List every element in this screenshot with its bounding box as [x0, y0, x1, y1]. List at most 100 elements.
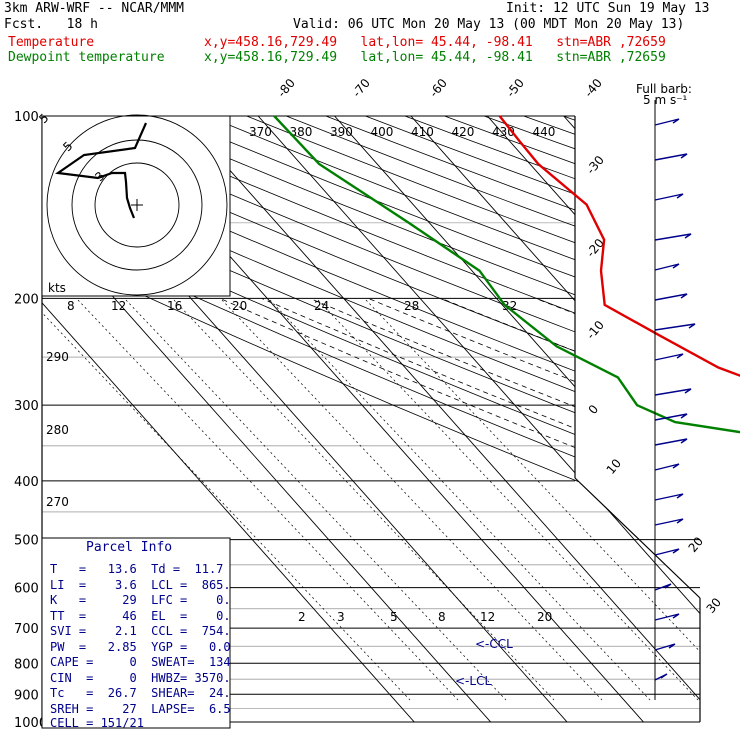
- mixing-ratio-line: [269, 299, 651, 701]
- parcel-row: PW = 2.85 YGP = 0.0: [50, 640, 231, 654]
- right-axis-diagonal: [574, 477, 701, 599]
- temperature-location: x,y=458.16,729.49 lat,lon= 45.44, -98.41…: [204, 35, 666, 50]
- parcel-row: SREH = 27 LAPSE= 6.5: [50, 702, 231, 716]
- dry-adiabat: [602, 116, 700, 722]
- pressure-label: 800: [14, 657, 39, 672]
- mixing-ratio-label: 5: [390, 610, 398, 624]
- dry-adiabat: [206, 116, 700, 722]
- mixing-ratio-label: 24: [314, 299, 329, 313]
- dry-adiabat: [42, 116, 700, 722]
- mixing-ratio-label: 12: [111, 299, 126, 313]
- pressure-label: 200: [14, 292, 39, 307]
- parcel-row: CIN = 0 HWBZ= 3570.: [50, 671, 231, 685]
- barb-legend: 5 m s⁻¹: [643, 93, 688, 107]
- wind-barb: [654, 263, 680, 271]
- wind-barb: [654, 548, 680, 556]
- wind-barb: [654, 673, 668, 681]
- parcel-info-panel: Parcel Info T = 13.6 Td = 11.7 LI = 3.6 …: [46, 538, 234, 730]
- pressure-label: 1000: [14, 716, 47, 731]
- isotherm-label: -40: [582, 76, 605, 100]
- parcel-row: CELL = 151/21: [50, 716, 144, 730]
- moist-adiabat: [309, 298, 700, 722]
- parcel-row: TT = 46 EL = 0.: [50, 609, 231, 623]
- wind-barb: [654, 493, 684, 501]
- pressure-label: 100: [14, 110, 39, 125]
- init-time: Init: 12 UTC Sun 19 May 13: [506, 1, 710, 16]
- mixing-ratio-label: 20: [537, 610, 552, 624]
- dry-adiabat: [42, 116, 700, 722]
- dry-adiabat: [42, 116, 700, 722]
- mixing-ratio-line: [365, 299, 700, 701]
- theta-label: 380: [290, 125, 313, 139]
- mixing-ratio-label: 20: [232, 299, 247, 313]
- theta-label: 420: [452, 125, 475, 139]
- model-title: 3km ARW-WRF -- NCAR/MMM: [4, 1, 185, 16]
- ccl-marker: <-CCL: [475, 637, 513, 651]
- mixing-ratio-line: [173, 299, 555, 701]
- pressure-label: 900: [14, 688, 39, 703]
- wind-barb: [654, 353, 684, 361]
- isotherm-label: 30: [704, 595, 725, 616]
- dry-adiabat: [286, 116, 700, 722]
- side-label: 280: [46, 423, 69, 437]
- wind-barb: [654, 388, 692, 396]
- mixing-ratio-label: 8: [67, 299, 75, 313]
- isotherm-line: [717, 116, 740, 735]
- moist-adiabat: [219, 298, 700, 722]
- hodograph-ring: [94, 162, 180, 248]
- mixing-ratio-line: [317, 299, 699, 701]
- mixing-ratio-line: [42, 299, 411, 701]
- wind-barb: [654, 153, 688, 161]
- wind-barb: [654, 293, 688, 301]
- isotherm-label: 10: [604, 456, 625, 477]
- wind-barb: [654, 413, 688, 421]
- wind-barb: [654, 438, 688, 446]
- hodograph-trace: [55, 122, 148, 219]
- parcel-row: T = 13.6 Td = 11.7: [50, 562, 224, 576]
- isotherm-label: -30: [584, 153, 607, 177]
- dewpoint-location: x,y=458.16,729.49 lat,lon= 45.44, -98.41…: [204, 50, 666, 65]
- pressure-label: 500: [14, 534, 39, 549]
- mixing-ratio-label: 32: [502, 299, 517, 313]
- theta-label: 390: [330, 125, 353, 139]
- mixing-ratio-label: 2: [298, 610, 306, 624]
- mixing-ratio-line: [77, 299, 459, 701]
- wind-barb: [654, 233, 692, 241]
- isotherm-label: -10: [584, 318, 607, 342]
- isotherm-label: -60: [427, 76, 450, 100]
- valid-time: Valid: 06 UTC Mon 20 May 13 (00 MDT Mon …: [293, 17, 685, 32]
- mixing-ratio-line: [125, 299, 507, 701]
- dry-adiabat: [42, 116, 700, 722]
- dry-adiabat: [42, 116, 700, 722]
- dewpoint-trace: [273, 115, 740, 434]
- wind-barb: [654, 463, 680, 471]
- isotherm-label: 0: [586, 402, 602, 417]
- parcel-row: K = 29 LFC = 0.: [50, 593, 231, 607]
- dewpoint-legend: Dewpoint temperature: [8, 50, 165, 65]
- wind-barb: [654, 643, 676, 651]
- hodograph-ring: [46, 114, 228, 296]
- barb-legend: Full barb:: [636, 82, 692, 96]
- forecast-hour: Fcst. 18 h: [4, 17, 98, 32]
- pressure-label: 600: [14, 582, 39, 597]
- mixing-ratio-label: 8: [438, 610, 446, 624]
- isotherm-line: [334, 116, 700, 722]
- pressure-label: 400: [14, 475, 39, 490]
- parcel-box: [41, 537, 231, 729]
- isotherm-label: -80: [275, 76, 298, 100]
- dry-adiabat: [42, 116, 700, 722]
- theta-label: 410: [411, 125, 434, 139]
- wind-barb: [654, 518, 684, 526]
- mixing-ratio-label: 16: [167, 299, 182, 313]
- parcel-row: Tc = 26.7 SHEAR= 24.: [50, 686, 231, 700]
- dry-adiabat: [167, 116, 700, 722]
- isotherm-line: [257, 116, 700, 722]
- wind-barb: [654, 118, 680, 126]
- mixing-ratio-label: 12: [480, 610, 495, 624]
- isotherm-line: [181, 116, 700, 722]
- wind-barb: [654, 323, 696, 331]
- temperature-trace: [498, 115, 740, 377]
- wind-barb: [654, 613, 680, 621]
- isotherm-label: -50: [504, 76, 527, 100]
- parcel-row: LI = 3.6 LCL = 865.: [50, 578, 231, 592]
